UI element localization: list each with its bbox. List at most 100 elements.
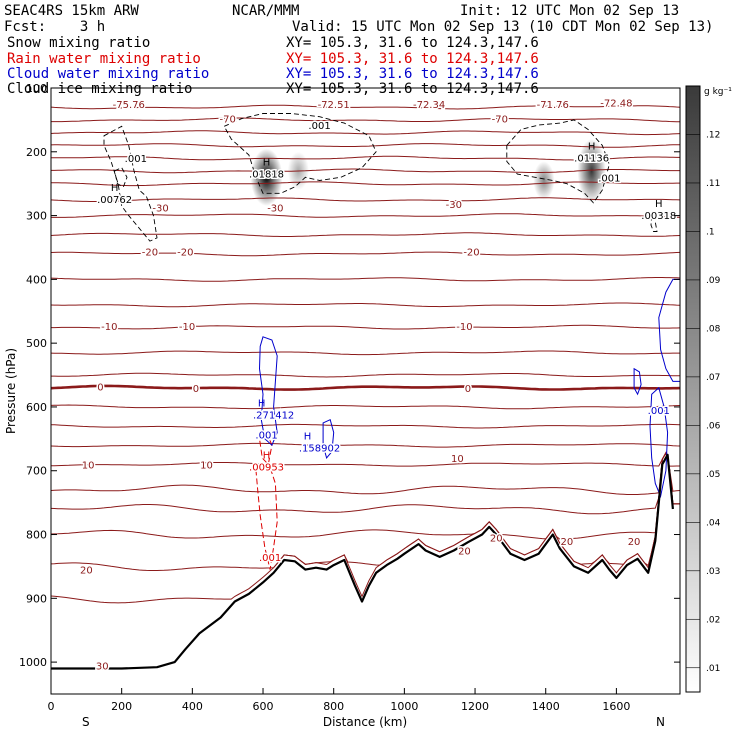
isotherm-label: -70 [220,115,236,126]
terrain-line [51,453,674,670]
isotherm-line [51,117,680,123]
snow-contour [223,113,377,194]
cloud-ice-blob [577,139,606,203]
end-label-north: N [656,715,665,729]
contour-labels: -75.76 -72.51 -72.34 -71.76 -72.48 -70 -70 -30 -… [78,97,677,674]
isotherm-label: -20 [463,247,479,258]
colorbar-tick-label: .11 [706,179,720,189]
isotherm-label: 10 [82,460,95,471]
colorbar-tick-label: .08 [706,324,721,334]
header-valid-time: Valid: 15 UTC Mon 02 Sep 13 (10 CDT Mon … [292,19,713,35]
legend-name-cloud-water: Cloud water mixing ratio [7,66,209,82]
isotherm-label: -75.76 [113,100,145,111]
colorbar-units: g kg⁻¹ [704,87,732,97]
y-axis-title: Pressure (hPa) [4,348,18,434]
isotherm-line [51,451,680,540]
x-tick-label: 1600 [602,700,630,713]
terrain [51,453,674,670]
snow-max-marker: H [111,183,119,194]
colorbar-tick-label: .04 [706,518,721,528]
y-tick-label: 400 [26,273,47,286]
isotherm-line [51,451,680,604]
cloud-water-contour [658,278,680,382]
snow-contour-label: .001 [308,121,330,132]
colorbar-tick-label: .07 [706,373,720,383]
isotherm-label: -70 [492,115,508,126]
colorbar-tick-label: .1 [706,227,715,237]
snow-max-value: .01136 [574,153,609,164]
x-axis-ticks: 0 200 400 600 800 1000 1200 1400 1600 [48,688,630,713]
cloud-water-contour-label: .001 [255,430,277,441]
isotherm-label: 20 [458,546,471,557]
isotherm-label: -71.76 [537,100,569,111]
isotherm-line [51,181,680,187]
cloud-water-contours [258,278,680,498]
isotherm-label: -10 [101,322,117,333]
isotherm-label: 30 [96,661,109,672]
isotherm-label: 20 [628,537,641,548]
cloud-ice-shading [250,139,606,207]
colorbar-tick-label: .12 [706,130,720,140]
cloud-water-contour [649,386,669,498]
header-init-time: Init: 12 UTC Mon 02 Sep 13 [460,3,679,19]
colorbar-tick-label: .06 [706,421,721,431]
isotherm-label: 10 [451,454,464,465]
snow-max-marker: H [263,157,271,168]
end-label-south: S [82,715,90,729]
y-tick-label: 600 [26,401,47,414]
isotherm-line [51,350,680,356]
legend-name-rain: Rain water mixing ratio [7,51,201,67]
isotherm-line [51,451,680,495]
cloud-water-max-marker: H [258,398,266,409]
isotherm-label: 20 [490,534,503,545]
y-tick-label: 100 [26,82,47,95]
isotherm-label: -20 [142,247,158,258]
isotherm-line [51,451,680,515]
snow-max-value: .00762 [97,195,132,206]
isotherm-label: -30 [446,200,462,211]
isotherm-label: 20 [80,566,93,577]
cloud-water-max-marker: H [304,432,312,443]
y-tick-label: 800 [26,529,47,542]
rain-contour-label: .001 [259,553,281,564]
isotherm-line [51,251,680,257]
y-tick-label: 900 [26,592,47,605]
colorbar [685,85,701,693]
snow-contours [103,113,658,242]
isotherm-line [51,168,680,174]
x-tick-label: 1000 [390,700,418,713]
isotherm-label: -72.34 [413,100,445,111]
isotherm-line [51,213,680,218]
cloud-water-max-value: .158902 [299,444,340,455]
isotherm-label: -10 [456,322,472,333]
isotherm-label: 10 [200,460,213,471]
isotherm-line [51,302,680,308]
plot-frame [50,87,681,695]
rain-max-value: .00953 [249,463,284,474]
isotherm-label: 0 [97,383,103,394]
isotherm-line [51,197,680,202]
cloud-water-max-value: .271412 [253,410,294,421]
isotherm-label: 0 [465,384,471,395]
rain-contour [258,431,273,466]
cloud-water-contour-label: .001 [648,406,670,417]
temperature-contours [51,104,680,604]
isotherm-label: 20 [561,537,574,548]
isotherm-label: -30 [267,203,283,214]
isotherm-label: 0 [193,384,199,395]
rain-contours [255,431,278,570]
legend-name-snow: Snow mixing ratio [7,35,150,51]
isotherm-line [51,423,680,429]
isotherm-label: -10 [179,322,195,333]
snow-contour-label: .001 [598,173,620,184]
y-tick-label: 1000 [19,656,47,669]
x-tick-label: 200 [111,700,132,713]
legend-xy-rain: XY= 105.3, 31.6 to 124.3,147.6 [286,51,539,67]
x-tick-label: 1200 [461,700,489,713]
x-tick-label: 800 [323,700,344,713]
snow-max-value: .01818 [249,169,284,180]
y-tick-label: 300 [26,210,47,223]
y-tick-label: 500 [26,337,47,350]
